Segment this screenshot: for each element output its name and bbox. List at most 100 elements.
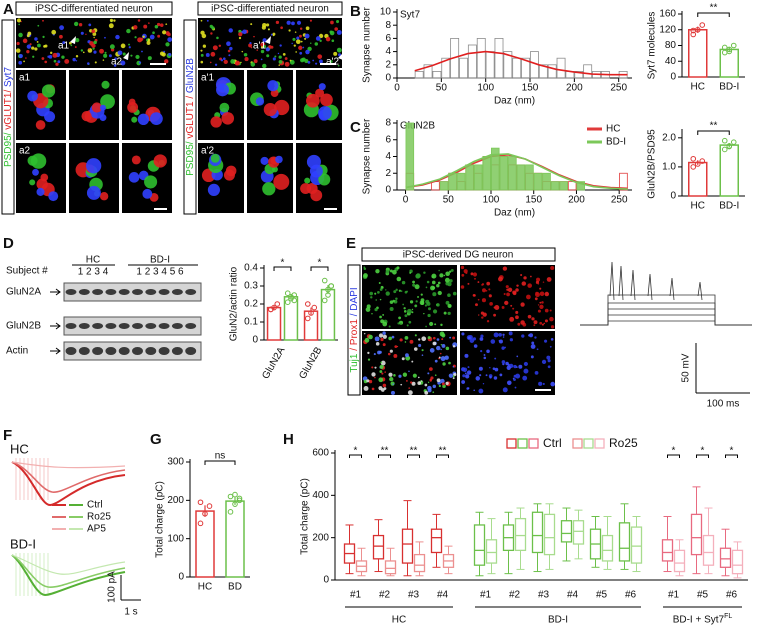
fluorescent-spot	[15, 48, 21, 53]
fluorescent-spot	[101, 80, 110, 89]
fluorescent-spot	[400, 383, 403, 386]
fluorescent-spot	[544, 319, 548, 323]
blot-band	[132, 347, 143, 355]
fluorescent-spot	[550, 381, 556, 387]
fluorescent-spot	[405, 379, 408, 382]
fluorescent-spot	[431, 280, 436, 285]
x-tick-label: #5	[596, 590, 608, 601]
fluorescent-spot	[409, 271, 412, 274]
fluorescent-spot	[413, 347, 418, 351]
histogram-bar	[499, 156, 509, 191]
data-point	[232, 491, 238, 498]
fluorescent-spot	[396, 345, 399, 348]
data-point	[308, 310, 314, 316]
fluorescent-spot	[296, 20, 302, 25]
image-header	[15, 1, 173, 16]
fluorescent-spot	[393, 290, 397, 294]
fluorescent-spot	[421, 354, 424, 356]
histogram-bar	[465, 164, 474, 191]
fluorescent-spot	[309, 164, 323, 178]
fluorescent-spot	[371, 366, 374, 369]
fluorescent-spot	[408, 387, 410, 389]
fluorescent-spot	[36, 40, 39, 43]
fluorescent-spot	[424, 383, 428, 387]
fluorescent-spot	[510, 304, 513, 307]
fluorescent-spot	[306, 93, 320, 108]
fluorescent-spot	[382, 343, 386, 347]
fluorescent-spot	[379, 315, 382, 319]
stain-part: vGLUT1/	[3, 90, 14, 133]
fluorescent-spot	[485, 289, 488, 292]
histogram-bar	[556, 57, 566, 79]
fluorescent-spot	[407, 390, 413, 396]
x-tick-label: HC	[691, 82, 705, 93]
fluorescent-spot	[541, 301, 544, 304]
fluorescent-spot	[380, 361, 383, 364]
fluorescent-spot	[412, 283, 416, 287]
fluorescent-spot	[317, 54, 323, 59]
fluorescent-spot	[152, 31, 155, 35]
histogram-bar	[414, 71, 424, 79]
fluorescent-spot	[134, 36, 137, 39]
x-tick-label: 0	[403, 195, 409, 206]
fluorescent-spot	[64, 59, 70, 64]
marker-arrow	[70, 36, 76, 44]
fluorescent-spot	[432, 341, 437, 346]
fluorescent-spot	[336, 19, 340, 24]
fluorescent-spot	[286, 20, 291, 25]
fluorescent-spot	[250, 23, 253, 26]
fluorescent-spot	[412, 280, 415, 284]
fluorescent-spot	[409, 300, 414, 304]
fluorescent-spot	[461, 332, 465, 336]
fluorescent-spot	[448, 373, 454, 378]
fluorescent-spot	[393, 374, 396, 377]
fluorescent-spot	[530, 355, 534, 359]
fluorescent-spot	[75, 38, 80, 43]
x-tick-label: #2	[509, 590, 521, 601]
fluorescent-spot	[51, 29, 57, 35]
fluorescent-spot	[425, 286, 428, 289]
fluorescent-spot	[75, 54, 79, 58]
fluorescent-spot	[445, 381, 449, 386]
fluorescent-spot	[427, 385, 432, 391]
spike	[697, 281, 703, 301]
bar	[195, 510, 215, 578]
fluorescent-spot	[379, 298, 382, 301]
fluorescent-spot	[389, 307, 394, 312]
condition-label: BD-I	[10, 536, 36, 551]
legend-swatch	[594, 438, 605, 449]
voltage-trace	[580, 314, 752, 326]
fluorescent-spot	[447, 282, 452, 287]
data-point	[321, 297, 328, 304]
bar	[283, 296, 299, 341]
fluorescent-spot	[122, 52, 126, 56]
fluorescent-spot	[302, 46, 305, 49]
micrograph	[69, 143, 119, 213]
fluorescent-spot	[99, 48, 104, 54]
histogram-bar	[538, 64, 548, 79]
fluorescent-spot	[378, 386, 383, 391]
fluorescent-spot	[44, 60, 48, 64]
fluorescent-spot	[109, 18, 114, 22]
fluorescent-spot	[460, 285, 465, 289]
fluorescent-spot	[265, 23, 270, 27]
fluorescent-spot	[424, 390, 429, 395]
data-point	[202, 510, 208, 517]
fluorescent-spot	[541, 359, 547, 364]
box	[473, 524, 486, 566]
scale-label: 50 mV	[681, 353, 692, 382]
fluorescent-spot	[543, 322, 546, 325]
fluorescent-spot	[144, 175, 158, 189]
fluorescent-spot	[461, 273, 465, 277]
significance-label: *	[730, 446, 734, 457]
fluorescent-spot	[539, 321, 543, 325]
data-point	[274, 301, 281, 307]
x-tick-label: GluN2A	[260, 345, 287, 381]
image-header	[361, 247, 556, 262]
fluorescent-spot	[401, 280, 406, 285]
fluorescent-spot	[482, 383, 485, 385]
fluorescent-spot	[411, 308, 414, 311]
box	[430, 528, 443, 554]
fluorescent-spot	[534, 370, 539, 375]
x-tick-label: #1	[350, 590, 362, 601]
